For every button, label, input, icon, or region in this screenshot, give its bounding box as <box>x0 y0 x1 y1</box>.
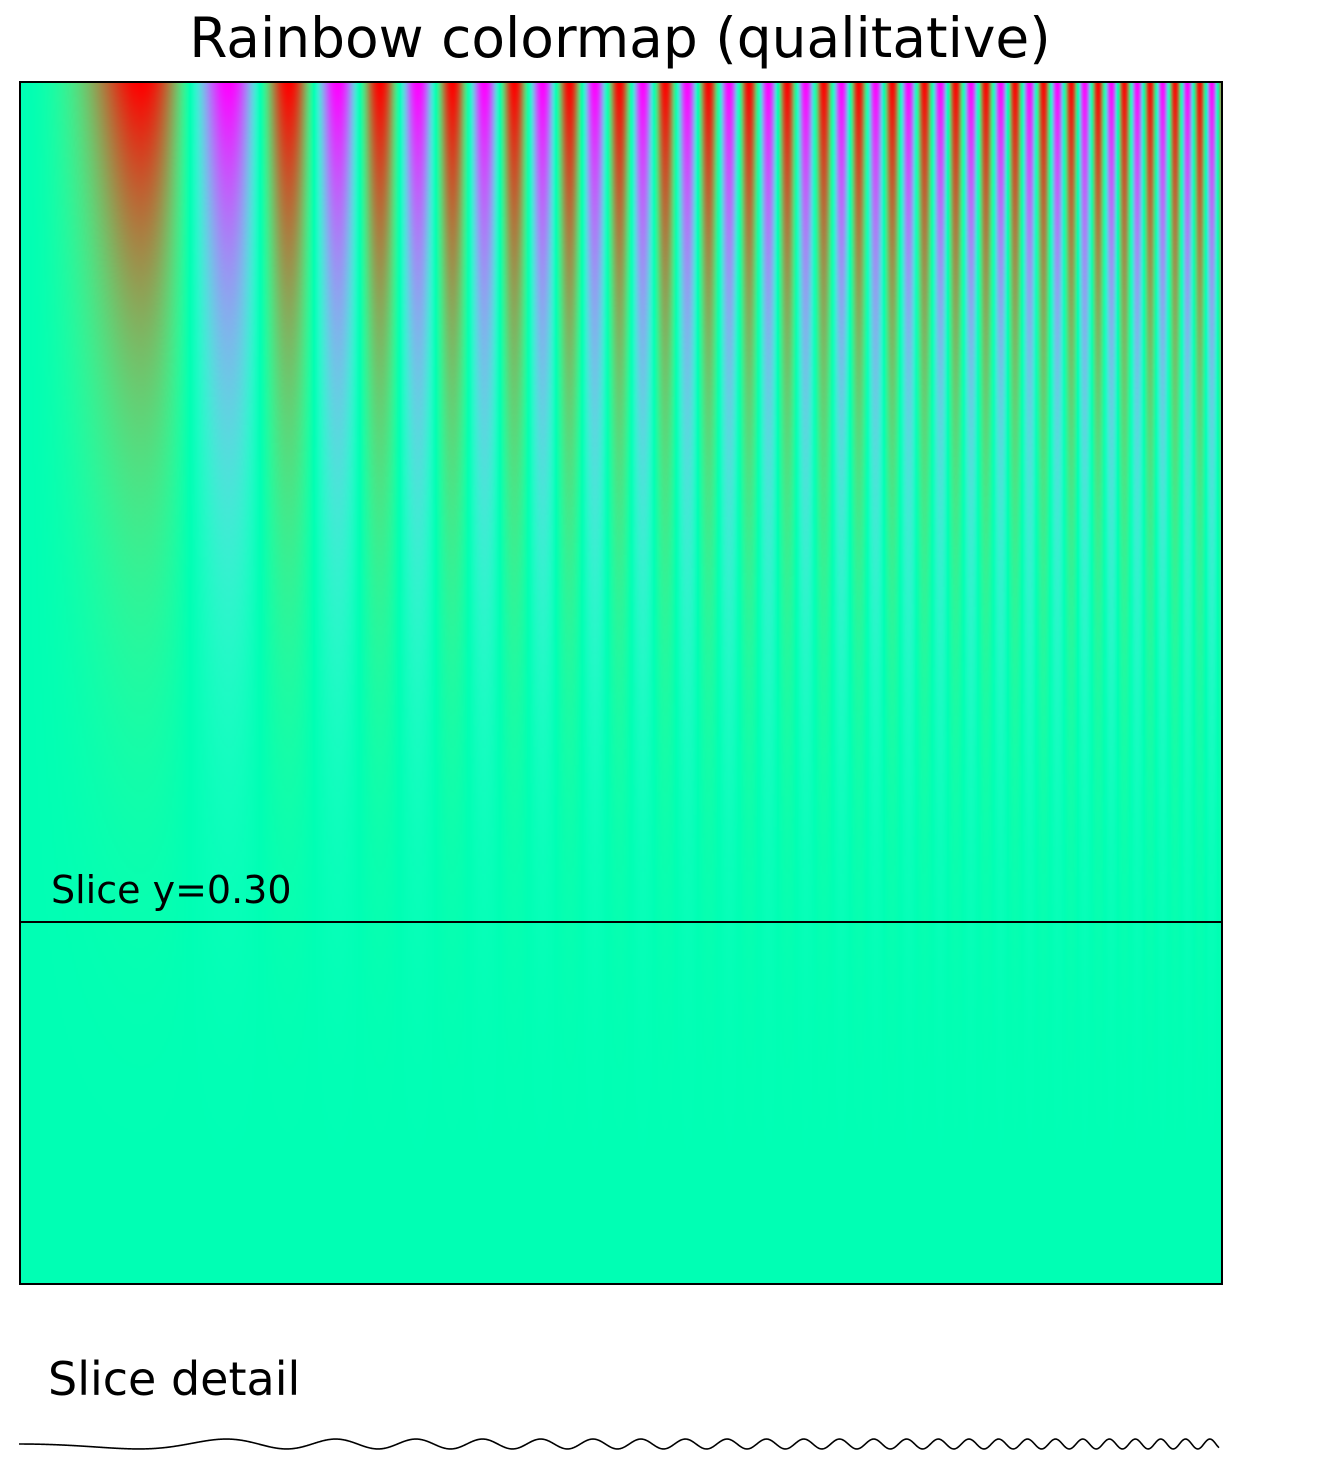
slice-detail-chart <box>19 1438 1220 1450</box>
slice-detail-title: Slice detail <box>48 1352 301 1406</box>
slice-line <box>21 921 1221 923</box>
slice-label: Slice y=0.30 <box>51 868 292 912</box>
slice-detail-line <box>19 1438 1220 1450</box>
heatmap-plot-area: Slice y=0.30 <box>19 81 1223 1285</box>
chart-title: Rainbow colormap (qualitative) <box>189 6 1051 70</box>
heatmap-image <box>21 83 1221 1283</box>
